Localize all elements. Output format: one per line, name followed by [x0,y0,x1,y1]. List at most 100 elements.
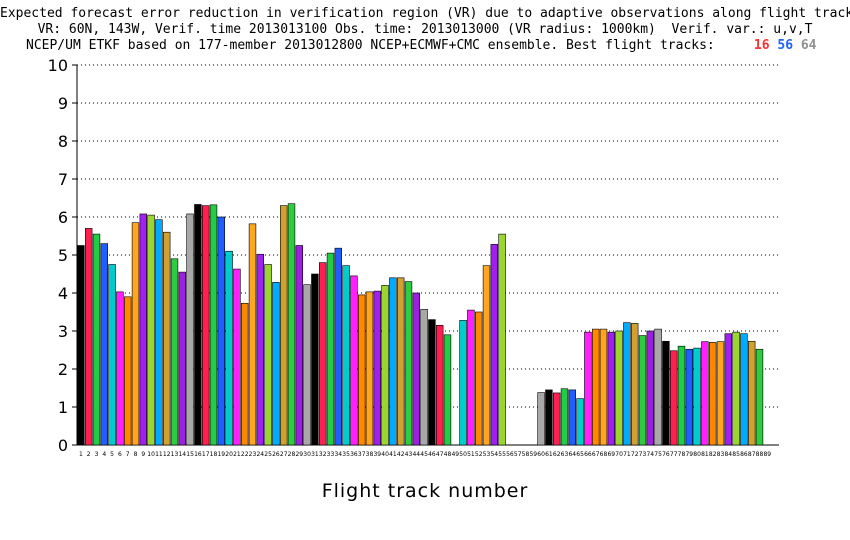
x-tick-label: 22 [241,451,249,458]
x-tick-label: 40 [381,451,389,458]
x-tick-label: 17 [202,451,210,458]
x-tick-label: 5 [110,451,114,458]
x-tick-label: 80 [693,451,701,458]
x-tick-label: 27 [280,451,288,458]
x-tick-label: 71 [623,451,631,458]
x-tick-label: 37 [358,451,366,458]
x-tick-label: 69 [607,451,615,458]
x-tick-label: 14 [178,451,186,458]
bar-track-85 [732,331,740,446]
x-tick-label: 34 [334,451,342,458]
x-tick-label: 10 [147,451,155,458]
best-track-1: 16 [753,38,770,53]
bar-track-47 [435,324,444,446]
bar-track-7 [124,296,132,446]
bar-track-84 [724,333,733,446]
bar-track-9 [139,213,147,446]
bar-track-61 [545,389,553,446]
x-tick-label: 8 [134,451,138,458]
x-tick-label: 58 [522,451,530,458]
x-tick-label: 85 [732,451,740,458]
ensemble-description: NCEP/UM ETKF based on 177-member 2013012… [26,38,715,53]
bar-track-31 [311,273,319,446]
x-tick-label: 64 [568,451,576,458]
bar-track-52 [474,311,483,446]
y-tick-label: 5 [58,246,68,265]
bar-track-20 [225,250,233,446]
x-tick-label: 52 [475,451,483,458]
x-tick-label: 38 [366,451,374,458]
y-tick-label: 10 [48,56,68,75]
x-tick-label: 57 [514,451,522,458]
bar-track-78 [677,345,686,446]
x-tick-label: 47 [436,451,444,458]
x-tick-label: 18 [210,451,218,458]
bar-track-63 [560,388,569,446]
bar-track-17 [202,205,210,446]
bar-track-86 [740,333,748,446]
bar-track-67 [591,328,600,446]
x-tick-label: 68 [600,451,608,458]
bar-track-4 [100,243,109,446]
x-tick-label: 19 [217,451,225,458]
bar-track-51 [467,309,475,446]
y-tick-label: 8 [58,132,68,151]
x-tick-label: 6 [118,451,122,458]
x-tick-label: 20 [225,451,233,458]
x-tick-label: 44 [412,451,420,458]
bar-track-76 [662,340,670,446]
bar-track-26 [272,282,280,446]
x-tick-label: 29 [295,451,303,458]
x-tick-label: 46 [428,451,436,458]
bar-track-48 [443,334,452,446]
bar-track-23 [248,223,257,446]
bar-track-88 [755,348,764,446]
x-tick-label: 32 [319,451,327,458]
bar-track-5 [108,264,116,446]
bar-track-46 [428,319,436,446]
x-tick-label: 82 [709,451,717,458]
y-tick-label: 0 [58,436,68,455]
bar-track-12 [163,231,171,446]
x-tick-label: 74 [646,451,654,458]
bar-track-87 [747,340,756,446]
x-tick-label: 81 [701,451,709,458]
x-tick-label: 60 [537,451,545,458]
x-tick-label: 56 [506,451,514,458]
chart-title-line-2: VR: 60N, 143W, Verif. time 2013013100 Ob… [37,22,813,37]
y-tick-label: 3 [58,322,68,341]
y-tick-label: 9 [58,94,68,113]
x-tick-label: 26 [272,451,280,458]
x-tick-label: 36 [350,451,358,458]
bar-track-13 [170,258,179,446]
x-tick-label: 28 [288,451,296,458]
bar-track-80 [693,347,701,446]
best-track-2: 56 [777,38,794,53]
bar-track-75 [654,328,662,446]
bar-track-14 [178,271,186,446]
bar-track-38 [365,291,374,446]
x-tick-label: 77 [670,451,678,458]
x-tick-label: 45 [420,451,428,458]
bar-track-33 [326,252,335,446]
x-tick-label: 79 [685,451,693,458]
x-tick-label: 25 [264,451,272,458]
bar-track-77 [669,350,678,446]
bar-track-24 [256,253,264,446]
bar-track-68 [599,328,608,446]
x-tick-label: 67 [592,451,600,458]
bar-track-73 [638,335,647,446]
x-tick-label: 84 [724,451,732,458]
x-tick-label: 30 [303,451,311,458]
x-tick-label: 49 [451,451,459,458]
bar-track-72 [630,323,639,446]
x-tick-label: 43 [405,451,413,458]
x-tick-label: 24 [256,451,264,458]
x-tick-label: 66 [584,451,592,458]
bar-track-41 [389,277,397,446]
bar-track-71 [623,322,631,446]
bar-track-32 [318,262,327,446]
x-tick-label: 39 [373,451,381,458]
bar-track-81 [701,341,709,446]
